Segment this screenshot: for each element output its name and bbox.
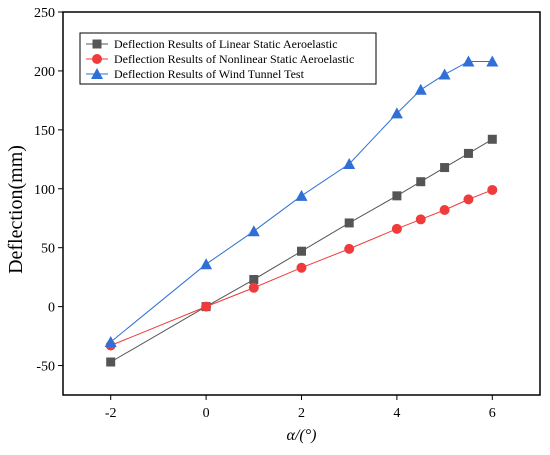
data-point: [487, 134, 497, 144]
data-point: [415, 214, 426, 225]
x-tick-label: 0: [203, 406, 210, 421]
y-tick-label: 0: [48, 301, 55, 316]
x-tick-label: -2: [105, 406, 117, 421]
data-point: [201, 301, 212, 312]
x-tick-label: 2: [298, 406, 305, 421]
y-tick-label: 200: [34, 65, 55, 80]
data-point: [486, 55, 499, 67]
y-tick-label: 100: [34, 183, 55, 198]
series-line: [110, 189, 493, 346]
x-axis-title: α/(°): [287, 427, 317, 444]
legend-label: Deflection Results of Wind Tunnel Test: [114, 67, 305, 81]
data-point: [106, 357, 116, 367]
series-1: [106, 134, 497, 367]
data-point: [343, 158, 356, 170]
data-point: [295, 189, 308, 201]
data-point: [416, 177, 426, 187]
data-point: [390, 107, 403, 119]
legend-label: Deflection Results of Nonlinear Static A…: [114, 52, 354, 66]
legend-marker: [91, 68, 103, 79]
legend-marker: [92, 39, 102, 49]
legend-item: Deflection Results of Nonlinear Static A…: [86, 52, 354, 66]
axis-ticks: -2 0 2 4 6 -50 0 50 100 150 200 250: [34, 6, 496, 421]
legend-box: [79, 32, 377, 85]
data-point: [463, 194, 474, 205]
data-point: [296, 262, 307, 273]
series-2: [105, 184, 498, 351]
data-point: [297, 246, 306, 256]
y-tick-label: 50: [41, 242, 55, 257]
data-point: [462, 55, 475, 67]
x-tick-label: 6: [489, 406, 496, 421]
y-tick-label: -50: [36, 360, 55, 375]
x-tick-label: 4: [393, 406, 400, 421]
data-point: [439, 204, 450, 215]
data-point: [487, 184, 498, 195]
data-point: [414, 83, 427, 95]
y-axis-title: Deflection(mm): [5, 145, 27, 274]
data-point: [440, 163, 450, 173]
data-point: [344, 218, 354, 228]
data-point: [463, 148, 473, 158]
legend: Deflection Results of Linear Static Aero…: [79, 32, 377, 85]
data-point: [247, 225, 260, 237]
data-point: [249, 275, 259, 285]
data-point: [248, 282, 259, 293]
series-line: [110, 60, 493, 343]
data-point: [392, 191, 402, 201]
series-3: [104, 55, 499, 347]
data-point: [438, 68, 451, 80]
data-point: [200, 258, 213, 270]
data-point: [344, 243, 355, 254]
y-tick-label: 150: [34, 124, 55, 139]
legend-label: Deflection Results of Linear Static Aero…: [114, 37, 338, 51]
y-tick-label: 250: [34, 6, 55, 21]
legend-item: Deflection Results of Wind Tunnel Test: [86, 67, 305, 81]
plot-frame: [62, 11, 541, 396]
data-point: [391, 223, 402, 234]
legend-item: Deflection Results of Linear Static Aero…: [86, 37, 338, 51]
legend-marker: [92, 54, 102, 64]
series-line: [110, 138, 493, 363]
series-layer: [104, 55, 499, 367]
data-point: [104, 335, 117, 347]
